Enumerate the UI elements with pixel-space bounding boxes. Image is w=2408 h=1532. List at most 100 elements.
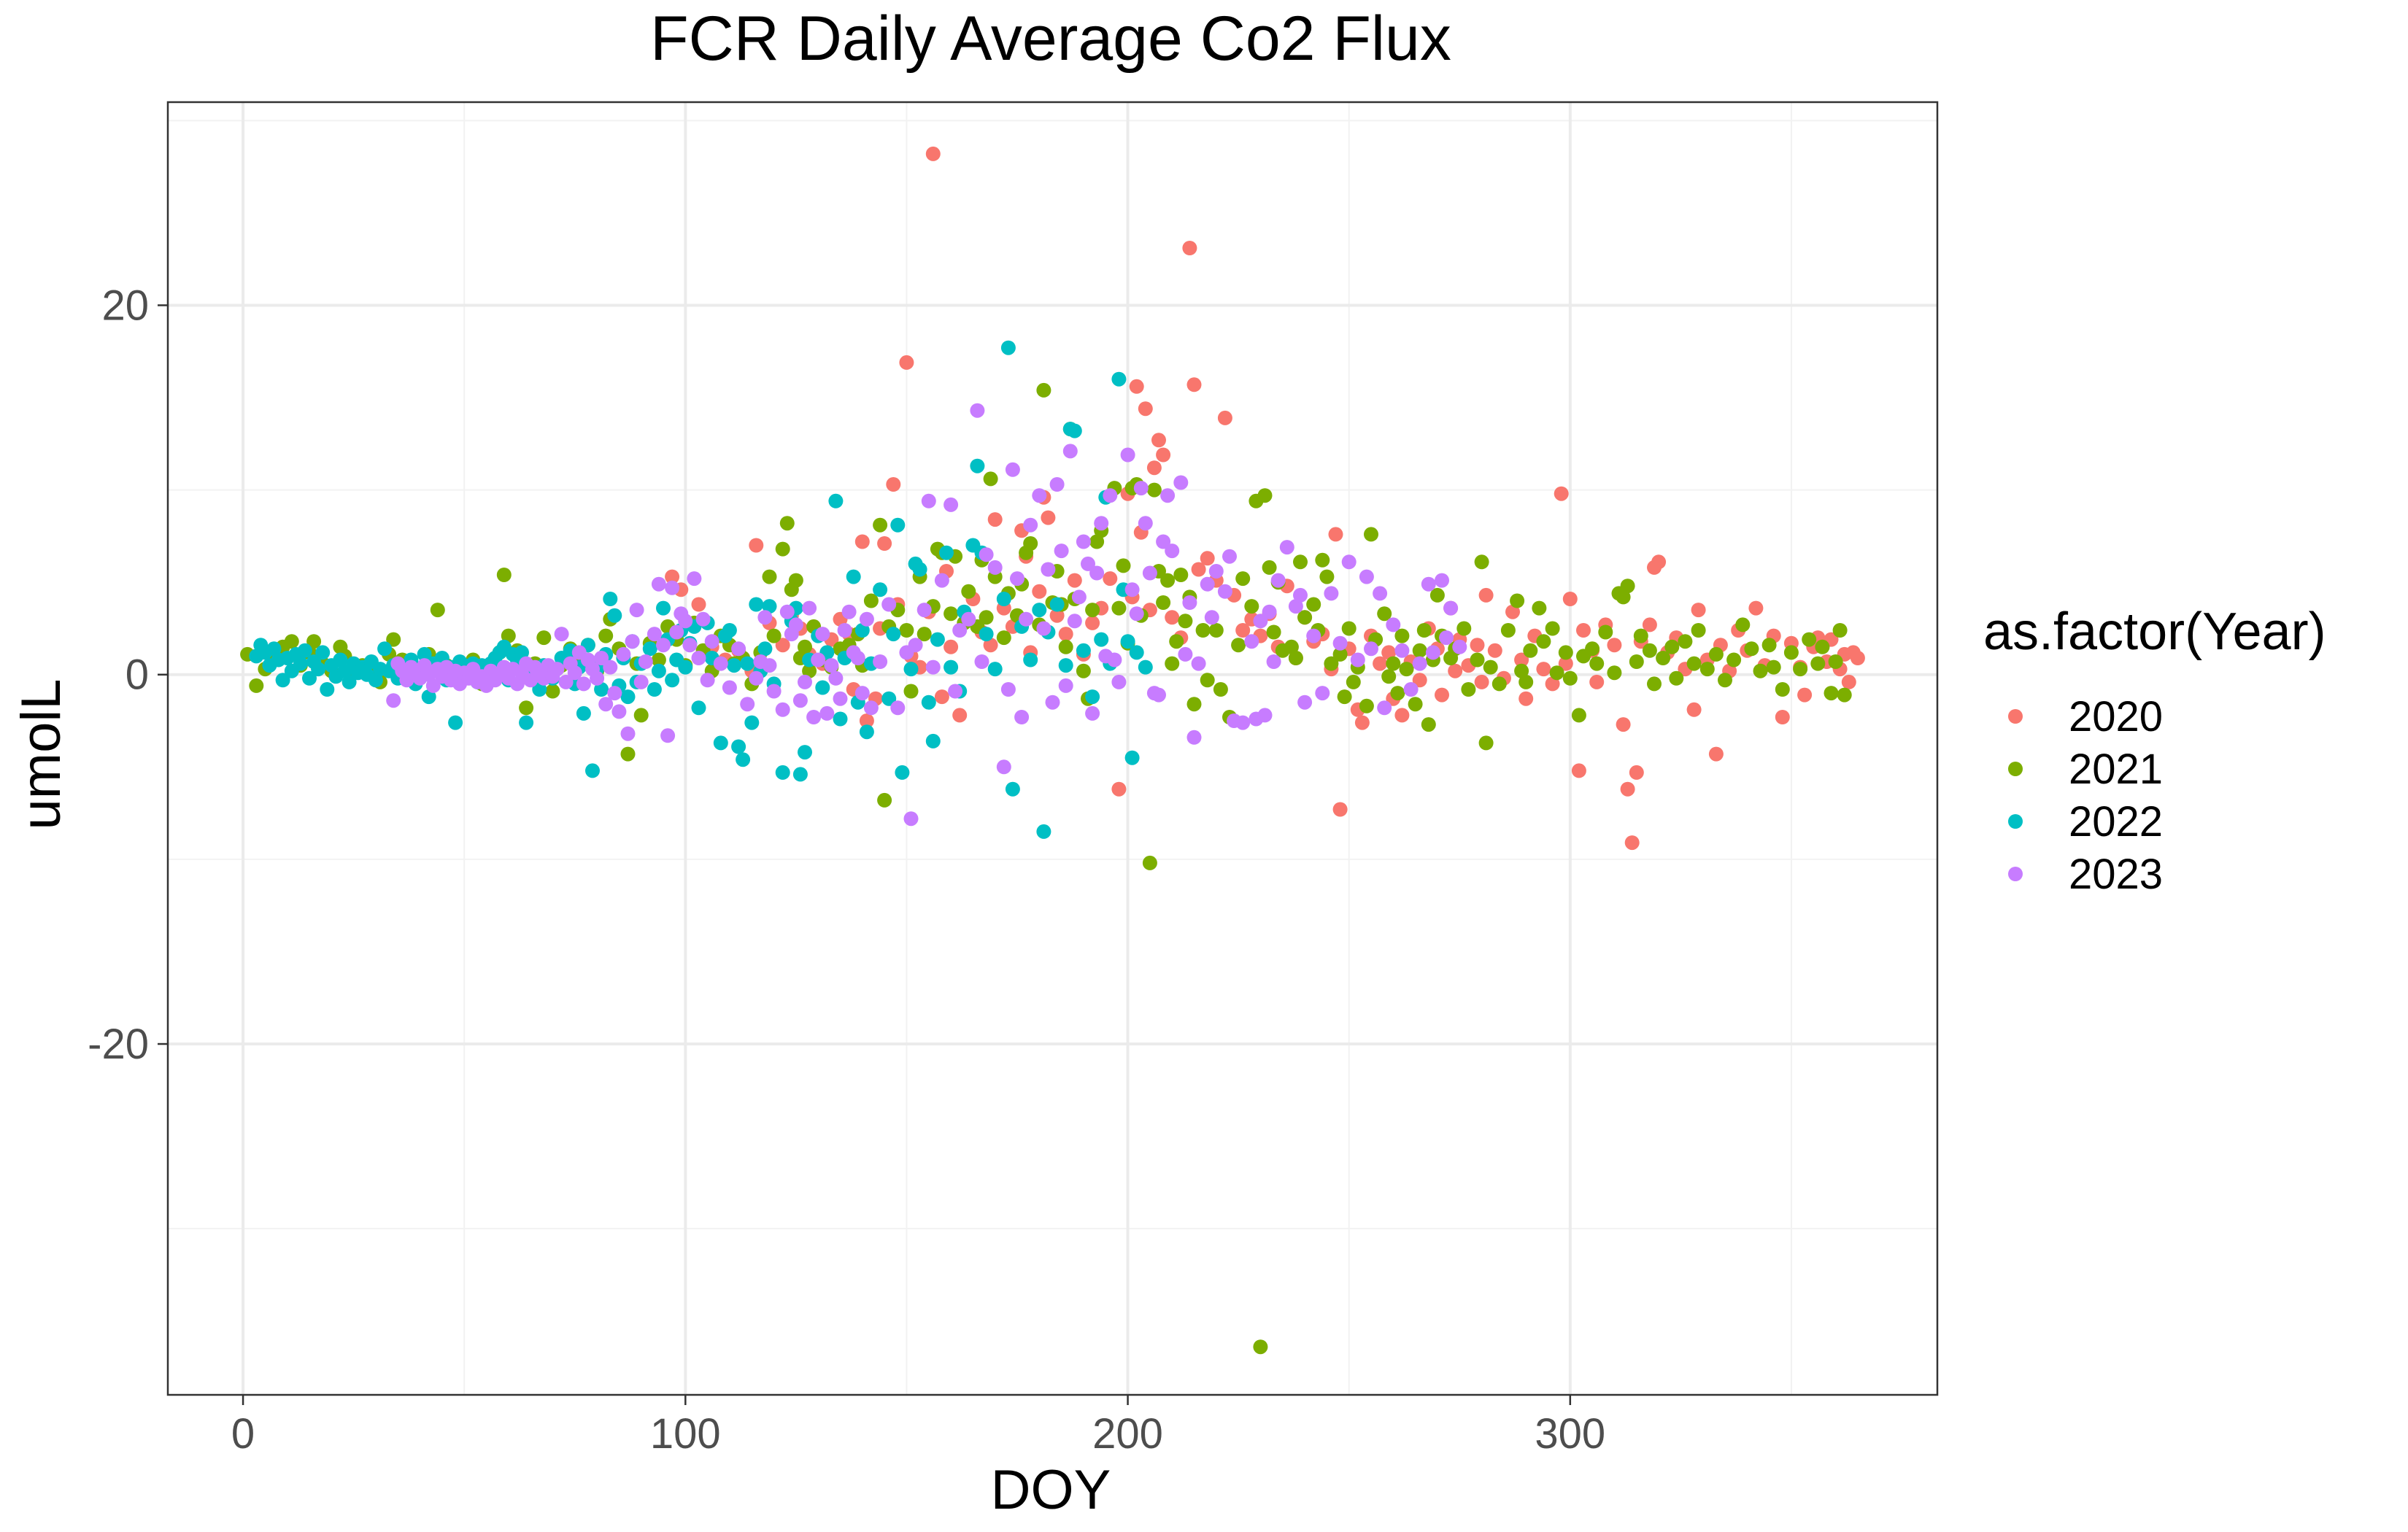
data-point [881,597,897,612]
data-point [841,604,857,619]
data-point [1208,623,1224,638]
data-point [1041,562,1056,577]
data-point [1718,673,1732,688]
data-point [1571,708,1586,723]
data-point [859,611,874,627]
y-axis-title: umolL [10,679,72,830]
y-tick-label: -20 [88,1021,149,1068]
data-point [934,573,949,588]
data-point [925,146,941,161]
data-point [1032,603,1047,618]
data-point [899,623,914,638]
data-point [996,630,1011,646]
data-point [1081,556,1095,571]
data-point [647,627,662,642]
data-point [1293,554,1308,570]
data-point [828,493,844,508]
data-point [297,643,312,658]
y-tick-label: 20 [101,282,149,329]
data-point [704,634,719,649]
data-point [691,597,706,612]
data-point [1076,643,1091,658]
data-point [987,662,1003,677]
data-point [1266,654,1281,669]
data-point [333,652,348,668]
data-point [1775,710,1790,724]
plot-area [166,101,1939,1396]
data-point [554,627,569,642]
data-point [633,708,649,723]
data-point [377,641,393,657]
data-point [895,765,910,780]
data-point [903,662,919,677]
data-point [912,562,927,577]
data-point [656,638,671,653]
data-point [642,641,657,657]
data-point [903,684,919,699]
data-point [1837,687,1852,703]
data-point [792,767,808,782]
data-point [1394,628,1410,643]
data-point [1253,1339,1268,1355]
x-tick-label: 100 [650,1410,721,1458]
data-point [1200,576,1215,592]
data-point [1213,682,1228,697]
data-point [417,646,432,662]
data-point [1270,573,1286,588]
data-point [886,477,901,492]
data-point [293,656,308,671]
data-point [713,735,728,751]
data-point [1023,652,1038,668]
data-point [1549,665,1564,681]
data-point [1589,656,1605,671]
data-point [1191,562,1206,577]
data-point [1558,645,1573,660]
data-point [1629,765,1644,780]
data-point [1058,678,1073,693]
data-point [1518,691,1534,706]
data-point [665,673,680,688]
data-point [873,582,888,597]
data-point [1708,746,1724,762]
data-point [1000,682,1016,697]
data-point [873,654,888,669]
data-point [802,663,817,678]
data-point [1094,516,1109,531]
data-point [731,739,746,754]
data-point [1156,534,1171,549]
data-point [1324,656,1339,671]
data-point [1049,597,1065,612]
x-tick-label: 200 [1092,1410,1163,1458]
data-point [749,670,764,686]
legend-label-2023: 2023 [2069,851,2163,898]
data-point [1195,623,1211,638]
data-point [1085,603,1100,618]
data-point [249,678,264,693]
data-point [798,639,812,654]
data-point [1390,686,1405,701]
data-point [1589,674,1605,689]
data-point [1138,401,1153,417]
data-point [1452,639,1467,654]
data-point [1085,689,1100,705]
data-point [1633,628,1648,643]
data-point [863,593,879,608]
data-point [1332,646,1348,662]
data-point [1456,621,1472,636]
data-point [1173,475,1189,490]
data-point [749,597,764,612]
data-point [1783,645,1799,660]
data-point [952,623,968,638]
data-point [775,702,790,717]
data-point [779,604,795,619]
data-point [1182,595,1197,610]
data-point [1514,652,1529,668]
data-point [1620,781,1635,797]
data-point [996,592,1011,606]
data-point [722,623,737,638]
data-point [1421,576,1436,592]
data-point [1036,824,1051,839]
data-point [1642,617,1657,632]
data-point [1111,781,1127,797]
